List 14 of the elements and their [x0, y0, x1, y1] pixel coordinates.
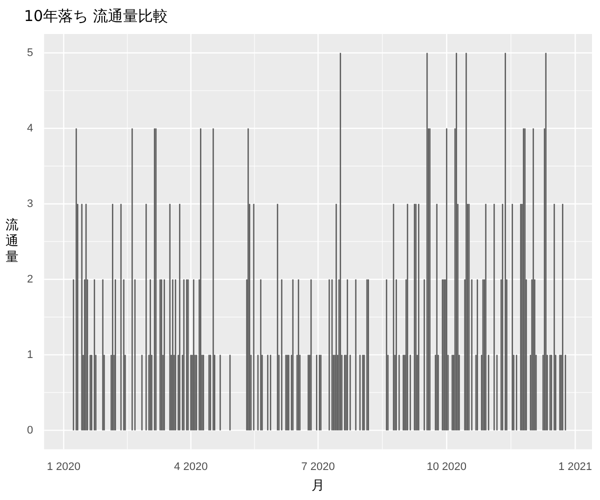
x-tick-label: 1 2020	[46, 460, 81, 473]
y-tick-label: 3	[26, 198, 34, 210]
x-tick-label: 10 2020	[426, 460, 467, 473]
x-tick-label: 7 2020	[301, 460, 335, 473]
y-tick-label: 2	[26, 273, 34, 286]
x-axis-title: 月	[312, 478, 325, 494]
y-tick-label: 5	[26, 46, 34, 59]
y-tick-label: 4	[26, 122, 34, 134]
x-tick-label: 1 2021	[558, 460, 592, 473]
x-tick-label: 4 2020	[174, 460, 208, 473]
y-tick-label: 1	[26, 348, 34, 361]
y-axis-title: 流通量	[6, 216, 18, 265]
y-tick-label: 0	[26, 424, 34, 436]
chart-title: 10年落ち 流通量比較	[24, 6, 168, 25]
